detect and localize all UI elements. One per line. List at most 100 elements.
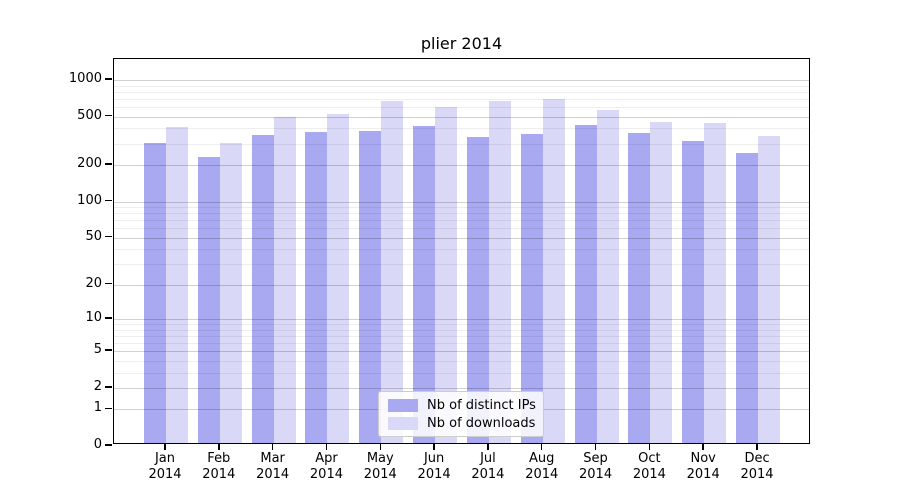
legend-swatch-distinct-ips: [388, 398, 418, 412]
y-axis-tick-label: 2: [93, 378, 102, 394]
x-axis-tick: [271, 444, 274, 450]
bar-downloads-oct: [650, 122, 673, 443]
x-axis-tick: [702, 444, 704, 450]
bar-distinct-ips-mar: [251, 135, 274, 443]
major-gridline: [114, 116, 809, 118]
minor-gridline: [114, 324, 809, 326]
bar-distinct-ips-nov: [682, 140, 705, 443]
y-axis-tick: [105, 199, 112, 202]
x-axis-tick: [218, 444, 220, 450]
bar-distinct-ips-feb: [197, 156, 220, 443]
x-axis-year: 2014: [363, 467, 397, 482]
y-axis-tick-label: 100: [77, 192, 102, 208]
x-axis-year: 2014: [309, 467, 343, 482]
x-axis-tick: [648, 444, 651, 450]
minor-gridline: [114, 107, 809, 109]
legend-label-downloads: Nb of downloads: [427, 415, 536, 431]
minor-gridline: [114, 128, 809, 130]
bar-downloads-apr: [327, 113, 350, 443]
y-axis-tick: [105, 349, 112, 351]
x-axis-year: 2014: [148, 467, 182, 482]
x-axis-year: 2014: [202, 467, 236, 482]
y-axis-tick-label: 20: [85, 275, 102, 291]
bar-downloads-dec: [758, 135, 781, 443]
legend-swatch-downloads: [388, 416, 418, 430]
minor-gridline: [114, 329, 809, 331]
bar-downloads-nov: [704, 123, 727, 443]
x-axis-year: 2014: [686, 467, 720, 482]
x-axis-month: Dec: [744, 451, 770, 466]
major-gridline: [114, 351, 809, 353]
x-axis-month: Feb: [207, 451, 231, 466]
major-gridline: [114, 237, 809, 239]
x-axis-tick-label: Jan 2014: [137, 451, 193, 483]
plot-area: [113, 58, 810, 444]
x-axis-tick: [487, 444, 489, 450]
y-axis-tick-label: 50: [85, 228, 102, 244]
bar-distinct-ips-jul: [466, 136, 489, 443]
bar-downloads-may: [381, 100, 404, 443]
y-axis-tick-label: 10: [85, 309, 102, 325]
minor-gridline: [114, 98, 809, 100]
x-axis-year: 2014: [471, 467, 505, 482]
x-axis-year: 2014: [740, 467, 774, 482]
bar-distinct-ips-oct: [628, 132, 651, 443]
minor-gridline: [114, 360, 809, 362]
x-axis-year: 2014: [417, 467, 451, 482]
major-gridline: [114, 284, 809, 286]
x-axis-year: 2014: [632, 467, 666, 482]
chart-title: plier 2014: [420, 34, 503, 53]
x-axis-tick-label: Mar 2014: [245, 451, 301, 483]
bar-distinct-ips-sep: [574, 125, 597, 443]
x-axis-tick-label: Apr 2014: [298, 451, 354, 483]
x-axis-tick-label: Dec 2014: [729, 451, 785, 483]
x-axis-tick: [433, 444, 435, 450]
x-axis-tick: [164, 444, 166, 450]
x-axis-month: Oct: [638, 451, 661, 466]
minor-gridline: [114, 207, 809, 209]
x-axis-year: 2014: [579, 467, 613, 482]
y-axis-tick-label: 0: [93, 437, 102, 452]
y-axis-tick-label: 1000: [68, 71, 102, 87]
bar-downloads-mar: [273, 116, 296, 443]
bar-downloads-jul: [488, 101, 511, 443]
x-axis-month: Nov: [690, 451, 716, 466]
x-axis-year: 2014: [525, 467, 559, 482]
x-axis-month: Jun: [423, 451, 445, 466]
bar-distinct-ips-apr: [305, 132, 328, 443]
y-axis-tick-label: 500: [77, 107, 102, 123]
y-axis-tick: [105, 163, 112, 165]
bar-downloads-jan: [166, 127, 188, 443]
y-axis-tick: [105, 78, 112, 80]
legend-entry-distinct-ips: Nb of distinct IPs: [388, 397, 536, 413]
minor-gridline: [114, 264, 809, 266]
x-axis-tick-label: Nov 2014: [675, 451, 731, 483]
minor-gridline: [114, 213, 809, 215]
x-axis-tick: [325, 444, 328, 450]
y-axis-tick: [105, 407, 112, 410]
x-axis-tick-label: Aug 2014: [514, 451, 570, 483]
y-axis-tick-label: 5: [93, 342, 102, 358]
legend: Nb of distinct IPs Nb of downloads: [378, 391, 544, 437]
bar-downloads-feb: [219, 143, 242, 443]
minor-gridline: [114, 249, 809, 251]
y-axis-tick-label: 1: [93, 400, 102, 416]
bar-distinct-ips-may: [359, 131, 382, 443]
minor-gridline: [114, 85, 809, 87]
minor-gridline: [114, 228, 809, 230]
minor-gridline: [114, 143, 809, 145]
x-axis-tick-label: Jul 2014: [460, 451, 516, 483]
x-axis-month: May: [366, 451, 394, 466]
x-axis-tick: [379, 444, 382, 450]
bar-distinct-ips-jun: [413, 125, 436, 443]
x-axis-tick: [756, 444, 758, 450]
x-axis-month: Sep: [583, 451, 608, 466]
x-axis-tick: [594, 444, 597, 450]
minor-gridline: [114, 220, 809, 222]
x-axis-month: Aug: [529, 451, 555, 466]
x-axis-tick-label: Sep 2014: [568, 451, 624, 483]
major-gridline: [114, 165, 809, 167]
y-axis-tick-label: 200: [77, 156, 102, 172]
x-axis-tick: [540, 444, 543, 450]
